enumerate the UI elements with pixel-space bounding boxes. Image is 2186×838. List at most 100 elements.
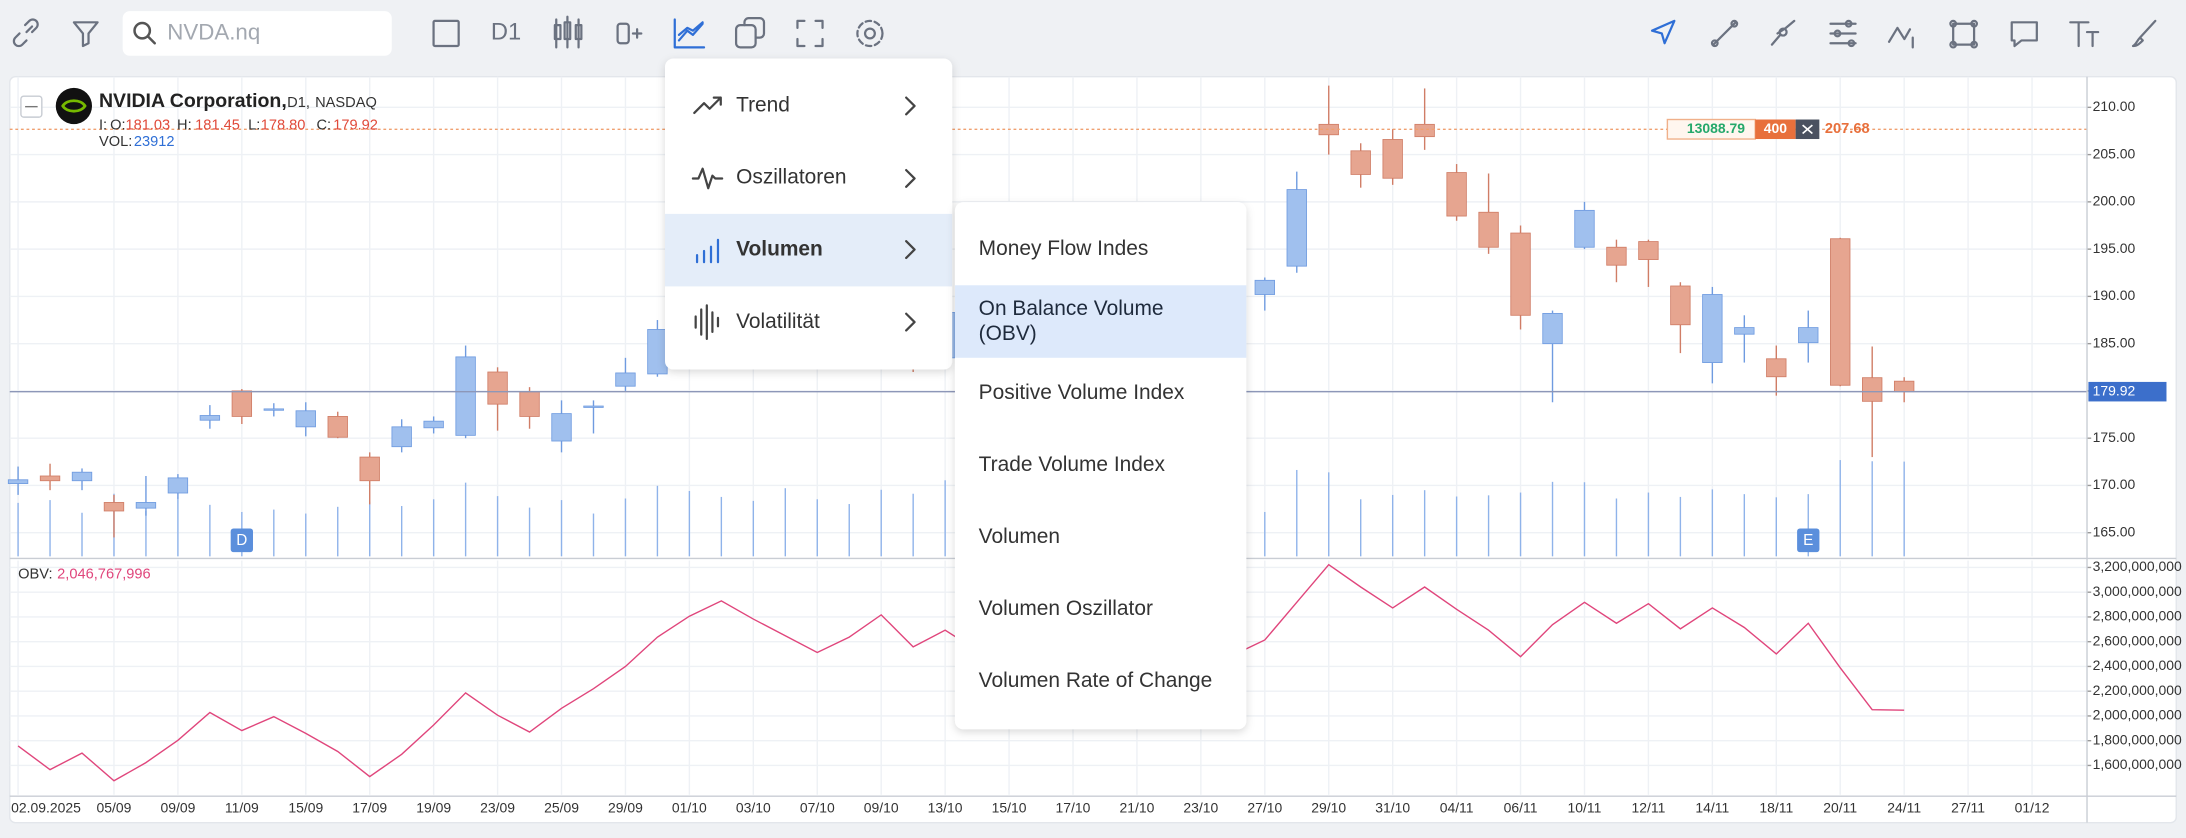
fib-tool[interactable]	[1833, 29, 1842, 38]
line-tool[interactable]	[1710, 39, 1719, 48]
filter-button[interactable]	[72, 21, 99, 48]
fullscreen-button[interactable]	[796, 19, 824, 48]
copy-button[interactable]	[734, 17, 766, 49]
candle-body	[1638, 241, 1659, 260]
add-button[interactable]	[616, 22, 630, 45]
volume-value: 23912	[134, 134, 175, 150]
fib-tool[interactable]	[1847, 39, 1856, 48]
submenu-item-text[interactable]: On Balance Volume (OBV)	[978, 296, 1164, 346]
fib-tool[interactable]	[1829, 19, 1857, 48]
shape-button[interactable]	[432, 19, 460, 48]
fullscreen-button[interactable]	[796, 19, 824, 48]
submenu-item[interactable]: Positive Volume Index	[979, 381, 1185, 404]
menu-item-highlight	[665, 213, 953, 287]
line-tool[interactable]	[1730, 19, 1739, 28]
x-tick-label: 03/10	[736, 799, 771, 815]
x-tick-label: 20/11	[1823, 799, 1857, 815]
submenu-item[interactable]: Volumen Oszillator	[979, 597, 1153, 620]
submenu-item[interactable]: On Balance Volume (OBV)	[979, 296, 1216, 349]
x-tick-label: 09/09	[160, 799, 195, 815]
fib-tool[interactable]	[1844, 19, 1853, 28]
rect-tool[interactable]	[1970, 19, 1978, 28]
pattern-tool[interactable]	[1887, 26, 1914, 49]
rect-tool[interactable]	[1952, 22, 1976, 46]
y-tick-label: 2,600,000,000	[2093, 632, 2182, 648]
link-button[interactable]	[12, 18, 39, 48]
y-tick-label: 175.00	[2093, 429, 2136, 445]
order-qty-box[interactable]	[1755, 119, 1796, 140]
rect-tool[interactable]	[1949, 40, 1958, 49]
copy-button[interactable]	[743, 17, 766, 39]
x-tick-label: 10/11	[1568, 799, 1602, 815]
pattern-tool[interactable]	[1887, 26, 1914, 49]
order-amount: 13088.79	[1687, 120, 1745, 136]
candle-body	[103, 502, 125, 512]
settings-button[interactable]	[856, 19, 884, 48]
settings-button[interactable]	[856, 19, 884, 48]
note-tool[interactable]	[2010, 21, 2038, 48]
text-tool[interactable]	[2069, 21, 2100, 48]
cursor-tool[interactable]	[1650, 19, 1676, 45]
submenu-item[interactable]: Trade Volume Index	[979, 453, 1166, 476]
text-tool[interactable]	[2069, 21, 2100, 48]
toolbar: NVDA.nq D1	[12, 11, 2157, 56]
y-tick-label: 1,600,000,000	[2093, 756, 2182, 772]
y-tick-label: 2,200,000,000	[2093, 682, 2182, 698]
x-tick-label: 23/09	[480, 799, 515, 815]
open-value: 181.03	[125, 117, 170, 133]
cursor-tool[interactable]	[1650, 19, 1676, 45]
rect-tool[interactable]	[1949, 19, 1958, 28]
y-tick-label: 195.00	[2093, 240, 2136, 256]
event-marker[interactable]	[1797, 528, 1820, 553]
menu-item[interactable]: Volatilität	[736, 310, 820, 333]
channel-tool[interactable]	[1770, 19, 1796, 46]
link-button[interactable]	[12, 18, 39, 48]
search-icon	[133, 21, 157, 45]
y-tick-label: 3,000,000,000	[2093, 583, 2182, 599]
note-tool[interactable]	[2010, 21, 2038, 48]
copy-button[interactable]	[734, 23, 757, 49]
candle-body	[423, 420, 444, 429]
search-box[interactable]	[122, 11, 392, 56]
x-tick-label: 24/11	[1887, 799, 1921, 815]
x-tick-label: 29/10	[1311, 799, 1346, 815]
line-tool[interactable]	[1710, 19, 1739, 48]
order-cancel-icon	[1802, 124, 1813, 135]
event-marker[interactable]	[230, 528, 253, 553]
rect-tool[interactable]	[1970, 40, 1978, 49]
indicator-button[interactable]	[673, 18, 706, 49]
y-tick-label: 3,200,000,000	[2093, 558, 2182, 574]
submenu-item[interactable]: Money Flow Indes	[979, 237, 1149, 260]
rect-tool[interactable]	[1949, 19, 1978, 49]
menu-item[interactable]: Oszillatoren	[736, 166, 846, 189]
y-tick-label: 170.00	[2093, 476, 2136, 492]
chart-type-button[interactable]	[553, 15, 583, 49]
instrument-name: NVIDIA Corporation,	[99, 90, 287, 112]
candle-body	[231, 390, 253, 417]
search-icon	[133, 21, 152, 40]
add-button[interactable]	[616, 22, 643, 45]
menu-item[interactable]: Volumen	[736, 238, 823, 261]
channel-tool[interactable]	[1778, 27, 1788, 37]
brush-tool[interactable]	[2131, 19, 2157, 48]
indicator-button[interactable]	[673, 18, 706, 49]
channel-tool[interactable]	[1770, 19, 1796, 46]
close-value: 179.92	[333, 117, 378, 133]
menu-icons	[695, 238, 720, 264]
candle-body	[551, 413, 572, 442]
chart-type-button[interactable]	[553, 15, 583, 49]
menu-item[interactable]: Trend	[736, 94, 790, 117]
add-button[interactable]	[631, 28, 643, 39]
submenu-item[interactable]: Volumen	[979, 525, 1060, 548]
submenu-item[interactable]: Volumen Rate of Change	[979, 669, 1213, 692]
candle-body	[1510, 232, 1531, 316]
shape-button[interactable]	[432, 19, 460, 48]
brush-tool[interactable]	[2131, 19, 2157, 48]
interval-button[interactable]: D1	[491, 20, 521, 46]
menu-icons	[905, 96, 916, 332]
candle-body	[1862, 377, 1883, 402]
filter-button[interactable]	[72, 21, 99, 48]
logo	[55, 87, 93, 125]
settings-button[interactable]	[863, 27, 876, 40]
